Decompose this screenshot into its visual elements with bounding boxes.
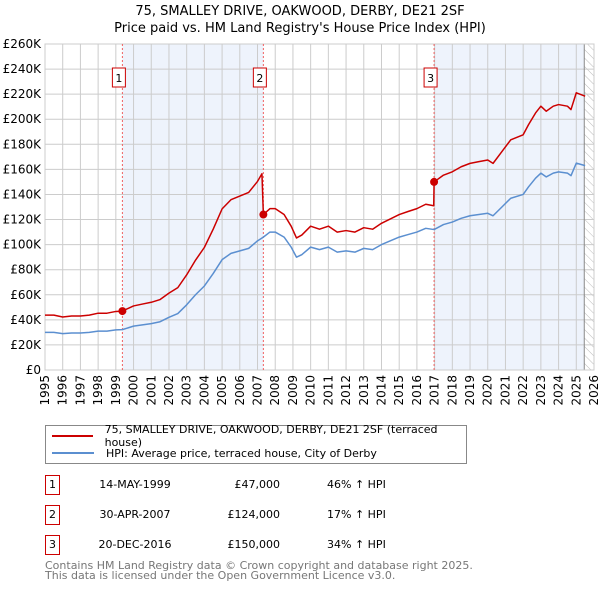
sale-price: £47,000 bbox=[234, 478, 281, 491]
y-tick-label: £40K bbox=[10, 313, 42, 327]
sale-point bbox=[118, 307, 127, 316]
x-tick-label: 2005 bbox=[215, 375, 229, 406]
x-tick-label: 2004 bbox=[197, 375, 211, 406]
sale-marker-label: 3 bbox=[427, 72, 434, 85]
x-tick-label: 2019 bbox=[463, 375, 477, 406]
x-tick-label: 2024 bbox=[552, 375, 566, 406]
x-tick-label: 2008 bbox=[268, 375, 282, 406]
x-tick-label: 2001 bbox=[144, 375, 158, 406]
sale-number-badge: 1 bbox=[45, 475, 60, 495]
chart-title: 75, SMALLEY DRIVE, OAKWOOD, DERBY, DE21 … bbox=[135, 4, 465, 19]
x-tick-label: 2017 bbox=[428, 375, 442, 406]
sale-marker-box bbox=[111, 67, 126, 88]
y-tick-label: £80K bbox=[10, 263, 42, 277]
sale-row: 2 30-APR-2007 £124,000 17% ↑ HPI bbox=[45, 505, 465, 525]
x-tick-label: 1999 bbox=[109, 375, 123, 406]
x-tick-label: 1995 bbox=[38, 375, 52, 406]
x-tick-label: 1996 bbox=[56, 375, 70, 406]
y-tick-label: £200K bbox=[3, 112, 43, 126]
chart-subtitle: Price paid vs. HM Land Registry's House … bbox=[114, 21, 486, 36]
legend-label: HPI: Average price, terraced house, City… bbox=[106, 446, 377, 460]
sale-row: 3 20-DEC-2016 £150,000 34% ↑ HPI bbox=[45, 535, 465, 555]
sale-date: 30-APR-2007 bbox=[99, 508, 171, 521]
y-tick-label: £0 bbox=[26, 363, 41, 377]
y-tick-label: £160K bbox=[3, 162, 43, 176]
x-tick-label: 2000 bbox=[127, 375, 141, 406]
x-tick-label: 2023 bbox=[534, 375, 548, 406]
sale-number-badge: 2 bbox=[45, 505, 60, 525]
sale-price: £124,000 bbox=[227, 508, 281, 521]
sale-marker-label: 1 bbox=[115, 72, 122, 85]
legend-label: 75, SMALLEY DRIVE, OAKWOOD, DERBY, DE21 … bbox=[104, 423, 438, 449]
x-tick-label: 2002 bbox=[162, 375, 176, 406]
footer: Contains HM Land Registry data © Crown c… bbox=[45, 559, 473, 582]
y-tick-label: £120K bbox=[3, 213, 43, 227]
sale-number-badge: 3 bbox=[45, 535, 60, 555]
x-tick-label: 2021 bbox=[498, 375, 512, 406]
x-tick-label: 2014 bbox=[374, 375, 388, 406]
x-tick-label: 2010 bbox=[304, 375, 318, 406]
y-tick-label: £220K bbox=[3, 87, 43, 101]
sale-hpi-change: 34% ↑ HPI bbox=[327, 538, 386, 551]
footer-line: This data is licensed under the Open Gov… bbox=[45, 569, 396, 582]
y-tick-label: £140K bbox=[3, 187, 43, 201]
price-chart: 1995 1996 1997 1998 1999 2000 2001 2002 2003 2004… bbox=[3, 37, 600, 406]
legend-item-property: 75, SMALLEY DRIVE, OAKWOOD, DERBY, DE21 … bbox=[46, 423, 466, 449]
y-tick-label: £100K bbox=[3, 238, 43, 252]
shaded-period bbox=[434, 44, 585, 370]
sale-marker-box bbox=[423, 67, 438, 88]
x-tick-label: 2009 bbox=[286, 375, 300, 406]
plot-border bbox=[44, 43, 595, 371]
x-tick-label: 1997 bbox=[73, 375, 87, 406]
sale-point bbox=[430, 177, 439, 186]
sale-point bbox=[259, 210, 268, 219]
x-tick-label: 2013 bbox=[357, 375, 371, 406]
x-tick-label: 2020 bbox=[481, 375, 495, 406]
red-line-swatch-icon bbox=[52, 435, 93, 437]
x-tick-label: 2015 bbox=[392, 375, 406, 406]
sale-row: 1 14-MAY-1999 £47,000 46% ↑ HPI bbox=[45, 475, 465, 495]
x-tick-label: 1998 bbox=[91, 375, 105, 406]
sale-hpi-change: 17% ↑ HPI bbox=[327, 508, 386, 521]
y-tick-label: £60K bbox=[10, 288, 42, 302]
shaded-period bbox=[122, 44, 264, 370]
x-tick-label: 2022 bbox=[516, 375, 530, 406]
sale-date: 20-DEC-2016 bbox=[98, 538, 172, 551]
chart-legend: 75, SMALLEY DRIVE, OAKWOOD, DERBY, DE21 … bbox=[45, 423, 467, 464]
legend-item-hpi: HPI: Average price, terraced house, City… bbox=[46, 445, 377, 461]
y-tick-label: £20K bbox=[10, 338, 42, 352]
sale-marker-box bbox=[252, 67, 267, 88]
x-tick-label: 2011 bbox=[321, 375, 335, 406]
x-tick-label: 2025 bbox=[569, 375, 583, 406]
x-tick-label: 2026 bbox=[587, 375, 600, 406]
x-tick-label: 2018 bbox=[445, 375, 459, 406]
sale-date: 14-MAY-1999 bbox=[99, 478, 171, 491]
x-tick-label: 2012 bbox=[339, 375, 353, 406]
footer-line: Contains HM Land Registry data © Crown c… bbox=[45, 559, 473, 572]
y-tick-label: £180K bbox=[3, 137, 43, 151]
sale-price: £150,000 bbox=[227, 538, 281, 551]
y-tick-label: £260K bbox=[3, 37, 43, 51]
y-tick-label: £240K bbox=[3, 62, 43, 76]
x-tick-label: 2006 bbox=[233, 375, 247, 406]
x-tick-label: 2007 bbox=[251, 375, 265, 406]
sale-hpi-change: 46% ↑ HPI bbox=[327, 478, 386, 491]
x-tick-label: 2003 bbox=[180, 375, 194, 406]
x-tick-label: 2016 bbox=[410, 375, 424, 406]
sale-marker-label: 2 bbox=[256, 72, 263, 85]
blue-line-swatch-icon bbox=[52, 452, 94, 454]
hpi-line bbox=[45, 162, 586, 335]
forecast-hatch bbox=[584, 44, 594, 370]
property-price-line bbox=[45, 92, 586, 318]
